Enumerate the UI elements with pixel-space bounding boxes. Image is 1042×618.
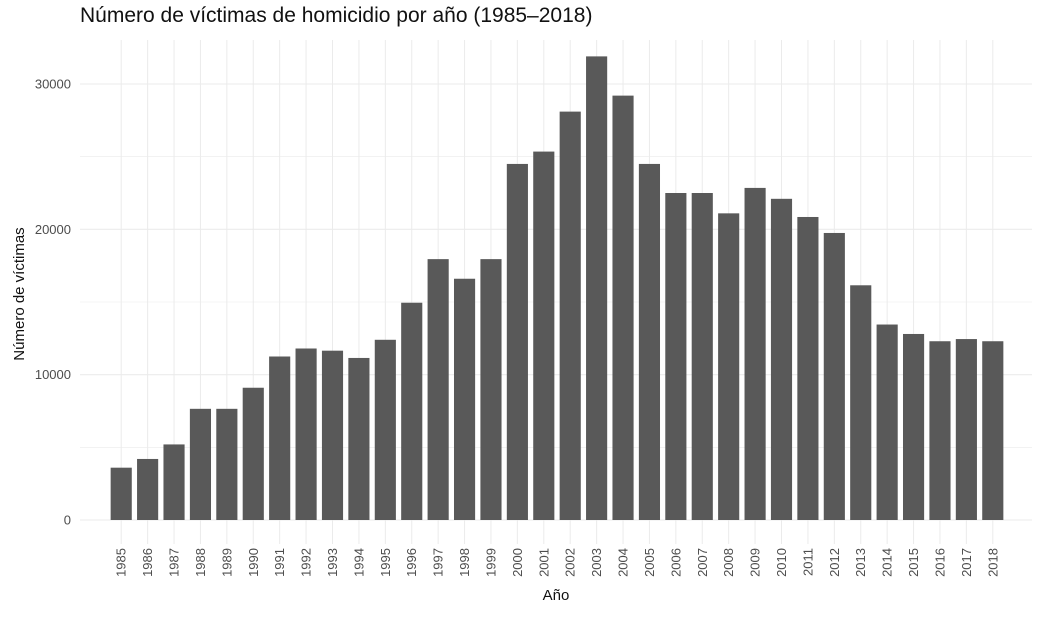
bar-2010 (770, 198, 793, 520)
x-tick-label: 1992 (299, 548, 314, 577)
x-axis-label: Año (543, 587, 570, 604)
x-tick-label: 2015 (906, 548, 921, 577)
y-tick-label: 10000 (35, 367, 71, 382)
x-tick-label: 1986 (140, 548, 155, 577)
x-tick-label: 2010 (774, 548, 789, 577)
bar-2001 (533, 151, 555, 520)
bar-2017 (955, 339, 977, 520)
x-tick-label: 1988 (193, 548, 208, 577)
bar-2002 (559, 111, 581, 520)
bar-1985 (110, 467, 132, 520)
bar-1999 (480, 259, 502, 520)
x-tick-label: 1987 (167, 548, 182, 577)
x-tick-label: 2009 (748, 548, 763, 577)
x-tick-label: 1990 (246, 548, 261, 577)
bar-2014 (876, 324, 898, 520)
x-tick-label: 2012 (827, 548, 842, 577)
bar-2018 (982, 341, 1004, 520)
x-tick-label: 2014 (880, 548, 895, 577)
x-tick-label: 1995 (378, 548, 393, 577)
bar-1987 (163, 444, 185, 520)
x-tick-label: 1985 (114, 548, 129, 577)
bar-2011 (797, 216, 819, 521)
bar-1988 (189, 408, 212, 520)
bar-1989 (216, 408, 238, 520)
bar-1997 (427, 259, 449, 520)
bar-1993 (321, 350, 344, 520)
x-tick-label: 2003 (589, 548, 604, 577)
bar-2000 (506, 163, 528, 520)
bar-2009 (744, 187, 766, 520)
x-tick-label: 2005 (642, 548, 657, 577)
bar-1998 (453, 278, 476, 520)
bar-1991 (269, 356, 291, 520)
x-tick-label: 2008 (721, 548, 736, 577)
y-tick-label: 0 (64, 513, 71, 528)
y-tick-label: 30000 (35, 77, 71, 92)
chart-title: Número de víctimas de homicidio por año … (80, 4, 593, 27)
x-tick-label: 2011 (800, 548, 815, 576)
x-tick-labels: 1985 1986 1987 1988 1989 1990 1991 1992 1993 1994… (114, 548, 1001, 577)
y-axis-label: Número de víctimas (11, 227, 28, 360)
bar-2004 (612, 95, 634, 521)
x-tick-label: 2001 (536, 548, 551, 577)
x-tick-label: 2004 (616, 548, 631, 577)
bar-2012 (823, 232, 845, 520)
x-tick-label: 1994 (351, 548, 366, 577)
x-tick-label: 2017 (959, 548, 974, 577)
bar-2007 (691, 193, 713, 520)
bar-2006 (665, 193, 687, 520)
bar-1996 (401, 302, 423, 520)
x-tick-label: 2002 (563, 548, 578, 577)
bar-1994 (348, 357, 370, 520)
y-tick-labels: 0 10000 20000 30000 (35, 77, 71, 528)
bar-2015 (902, 333, 925, 520)
x-tick-label: 1996 (404, 548, 419, 577)
bar-2013 (850, 285, 872, 520)
y-tick-label: 20000 (35, 222, 71, 237)
x-tick-label: 1989 (219, 548, 234, 577)
x-tick-label: 1997 (431, 548, 446, 577)
x-tick-label: 2000 (510, 548, 525, 577)
x-tick-label: 2006 (668, 548, 683, 577)
x-tick-label: 1999 (483, 548, 498, 577)
x-tick-label: 1998 (457, 548, 472, 577)
bar-2003 (586, 56, 608, 521)
bar-2008 (718, 213, 740, 520)
bar-1995 (374, 339, 396, 520)
x-tick-label: 2016 (932, 548, 947, 577)
bar-1986 (137, 458, 159, 520)
x-tick-label: 1991 (272, 548, 287, 577)
x-tick-label: 2018 (985, 548, 1000, 577)
bar-2005 (638, 163, 661, 520)
bar-2016 (929, 341, 951, 520)
x-tick-label: 2013 (853, 548, 868, 577)
x-tick-label: 1993 (325, 548, 340, 577)
x-tick-label: 2007 (695, 548, 710, 577)
bars (110, 56, 1004, 521)
bar-1990 (242, 387, 264, 520)
bar-1992 (295, 348, 317, 520)
